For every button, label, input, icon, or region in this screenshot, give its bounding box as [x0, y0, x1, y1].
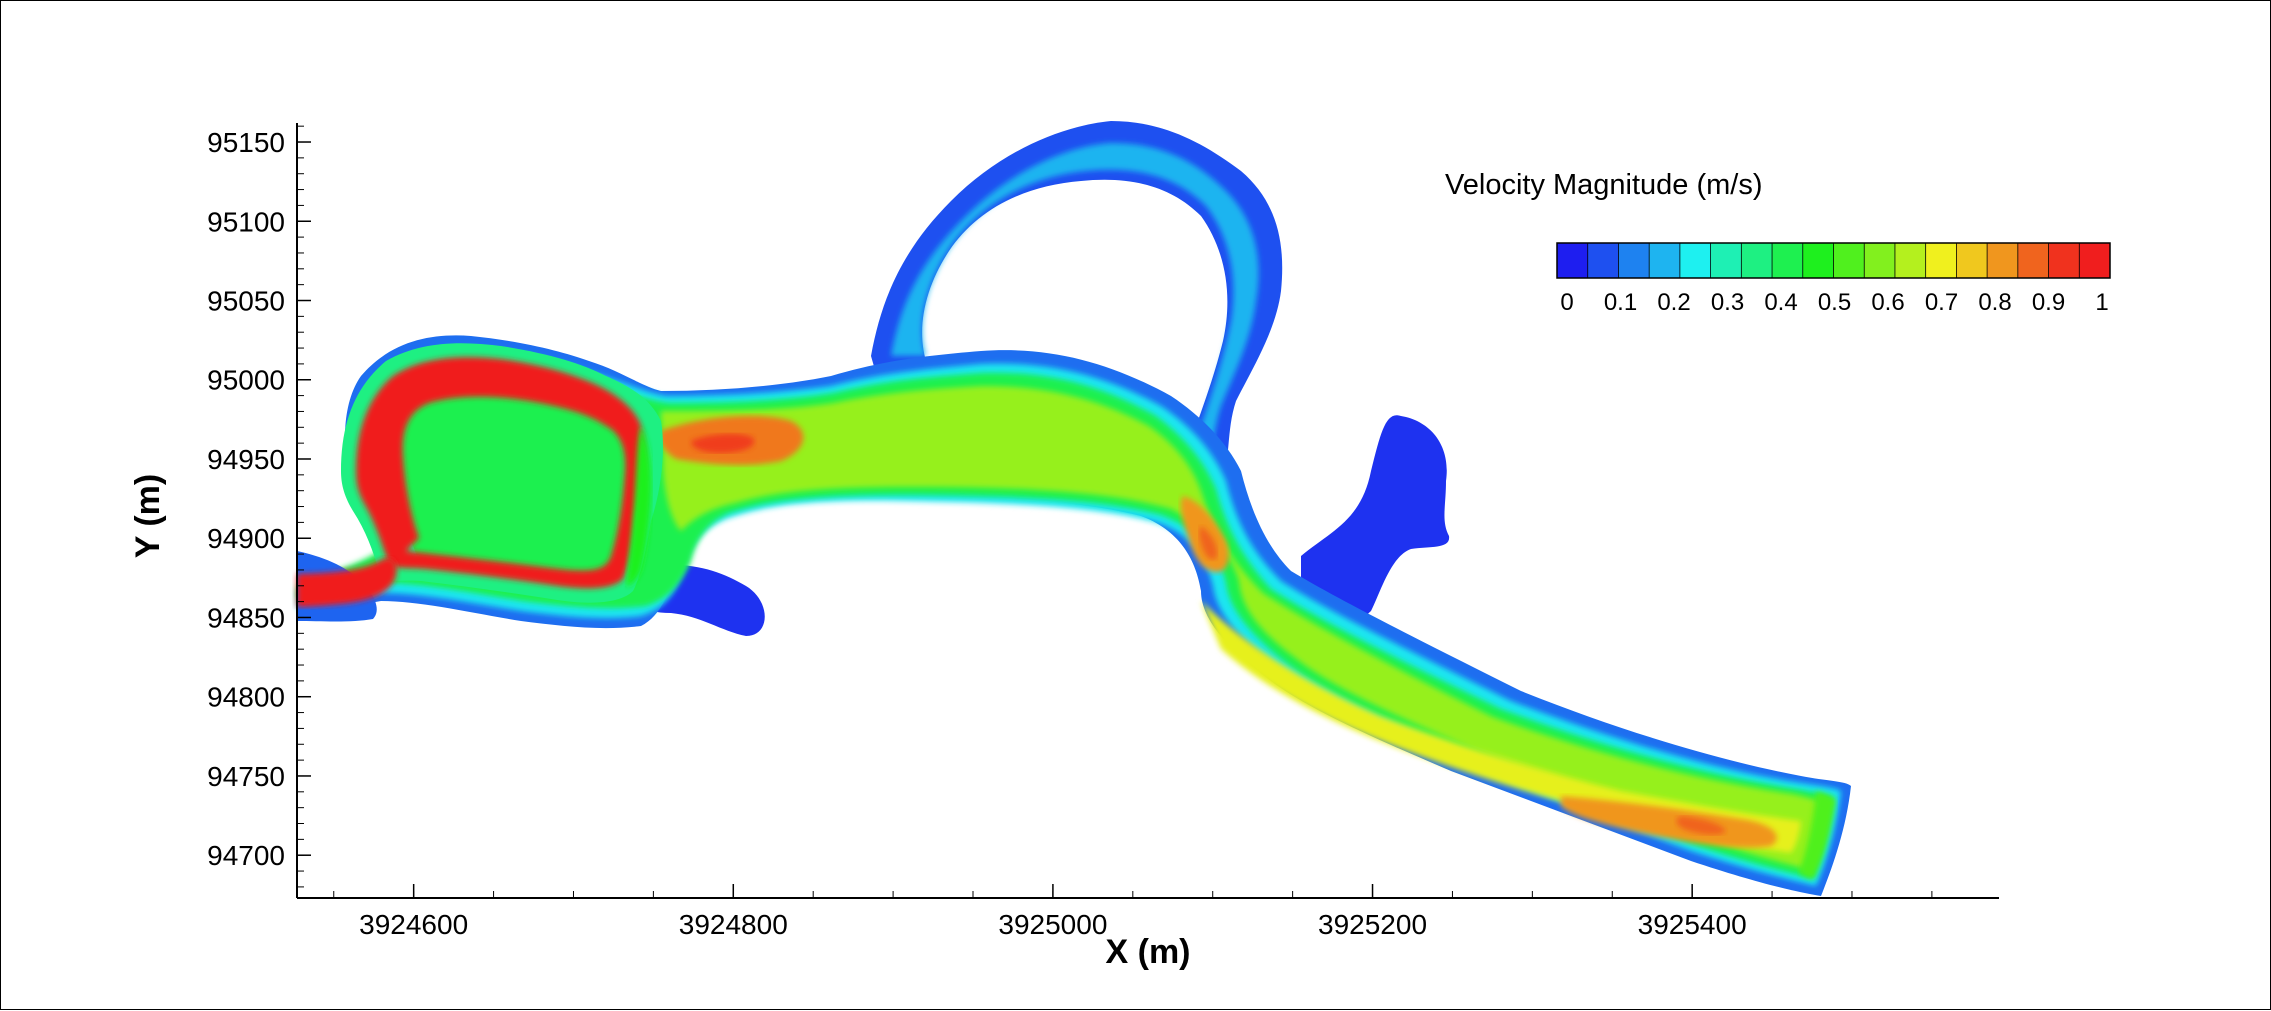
x-tick-labels: 3924600 3924800 3925000 3925200 3925400: [359, 884, 1747, 940]
legend-tick-label: 0.1: [1604, 289, 1637, 316]
y-tick-labels: 94700 94750 94800 94850 94900 94950 95000 95050…: [207, 127, 311, 871]
east-side-pocket: [1301, 415, 1450, 624]
y-tick-label: 94750: [207, 761, 285, 792]
x-tick-label: 3925200: [1318, 909, 1427, 940]
legend-tick-label: 0.3: [1711, 289, 1744, 316]
legend-tick-label: 0.5: [1818, 289, 1851, 316]
main-channel-middle: [661, 386, 1823, 869]
y-tick-label: 94700: [207, 840, 285, 871]
legend-tick-label: 0.8: [1978, 289, 2011, 316]
legend-title: Velocity Magnitude (m/s): [1445, 169, 1763, 201]
legend-swatch: [1864, 243, 1896, 278]
south-loop-channel: [626, 426, 652, 586]
legend-swatch: [2017, 243, 2050, 278]
legend-border: [1556, 242, 2111, 279]
bend-hotspot-core: [1199, 526, 1218, 560]
y-tick-label: 95000: [207, 365, 285, 396]
legend-tick-label: 0.2: [1657, 289, 1690, 316]
downstream-hotspot-core: [1676, 816, 1726, 835]
legend-colorbar: [1557, 243, 2111, 278]
legend-swatch: [1772, 243, 1804, 278]
legend-swatch: [1557, 243, 1589, 278]
legend-swatch: [1833, 243, 1865, 278]
legend-swatch: [1925, 243, 1957, 278]
y-tick-label: 95050: [207, 286, 285, 317]
legend-tick-label: 0: [1560, 289, 1573, 316]
outlet-east: [1799, 791, 1836, 879]
legend-swatch: [1894, 243, 1927, 278]
axes: 3924600 3924800 3925000 3925200 3925400 9470…: [129, 123, 1999, 971]
north-loop-channel: [356, 357, 644, 589]
y-tick-label: 94900: [207, 523, 285, 554]
y-tick-label: 95100: [207, 206, 285, 237]
legend-swatch: [2079, 243, 2111, 278]
y-minor-ticks: [297, 125, 304, 888]
legend-tick-label: 0.7: [1925, 289, 1958, 316]
legend-swatch: [1987, 243, 2019, 278]
legend: Velocity Magnitude (m/s) 0 0.1 0.2 0.3 0.4 0.…: [1445, 169, 2111, 316]
legend-swatch: [1649, 243, 1681, 278]
x-tick-label: 3924800: [679, 909, 788, 940]
legend-swatch: [1679, 243, 1712, 278]
y-tick-label: 94850: [207, 602, 285, 633]
legend-tick-label: 0.4: [1764, 289, 1797, 316]
y-tick-label: 94800: [207, 682, 285, 713]
legend-swatch: [1710, 243, 1742, 278]
legend-tick-label: 0.9: [2032, 289, 2065, 316]
downstream-hotspot: [1561, 796, 1777, 848]
velocity-field: [297, 121, 1851, 896]
confluence-hotspot-core: [691, 433, 755, 453]
legend-swatch: [1587, 243, 1619, 278]
y-tick-label: 94950: [207, 444, 285, 475]
y-tick-label: 95150: [207, 127, 285, 158]
x-axis-title: X (m): [1106, 933, 1191, 971]
legend-tick-label: 1: [2095, 289, 2108, 316]
legend-tick-label: 0.6: [1871, 289, 1904, 316]
x-tick-label: 3925400: [1638, 909, 1747, 940]
inlet-channel-west: [297, 557, 397, 607]
x-tick-label: 3925000: [998, 909, 1107, 940]
legend-swatch: [1802, 243, 1834, 278]
legend-tick-labels: 0 0.1 0.2 0.3 0.4 0.5 0.6 0.7 0.8 0.9 1: [1560, 289, 2108, 316]
y-axis-title: Y (m): [129, 474, 167, 558]
legend-swatch: [1618, 243, 1650, 278]
legend-swatch: [1741, 243, 1773, 278]
legend-swatch: [1956, 243, 1988, 278]
legend-swatch: [2048, 243, 2080, 278]
x-tick-label: 3924600: [359, 909, 468, 940]
